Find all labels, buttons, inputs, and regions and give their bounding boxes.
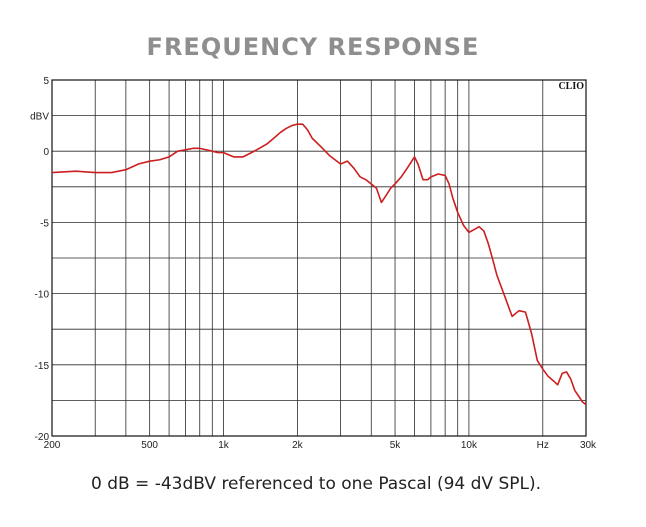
response-curve (51, 123, 587, 406)
brand-label: CLIO (558, 81, 584, 92)
x-tick-label: 10k (461, 440, 478, 451)
reference-caption: 0 dB = -43dBV referenced to one Pascal (… (90, 474, 542, 494)
x-tick-label: 5k (390, 440, 402, 451)
x-tick-label: 1k (218, 440, 230, 451)
y-tick-label: -15 (35, 361, 50, 372)
x-tick-label: Hz (537, 440, 549, 451)
y-tick-label: 5 (43, 76, 49, 87)
x-tick-label: 500 (141, 440, 158, 451)
x-tick-label: 200 (44, 440, 61, 451)
grid (52, 80, 586, 436)
frequency-response-chart: 200 500 1k 2k 5k 10k Hz 30k 5 0 -5 -10 -15 -20 dBV CLIO (30, 76, 597, 451)
y-tick-label: -20 (35, 432, 50, 443)
y-axis-label: dBV (30, 112, 49, 123)
tick-labels: 200 500 1k 2k 5k 10k Hz 30k 5 0 -5 -10 -15 -20 dBV CLIO (30, 76, 597, 451)
x-tick-label: 2k (292, 440, 304, 451)
series-layer (51, 123, 587, 406)
y-tick-label: 0 (43, 147, 49, 158)
y-tick-label: -5 (40, 218, 49, 229)
chart-title: FREQUENCY RESPONSE (146, 33, 480, 61)
plot-frame (51, 79, 587, 437)
y-tick-label: -10 (35, 290, 50, 301)
x-tick-label: 30k (580, 440, 597, 451)
